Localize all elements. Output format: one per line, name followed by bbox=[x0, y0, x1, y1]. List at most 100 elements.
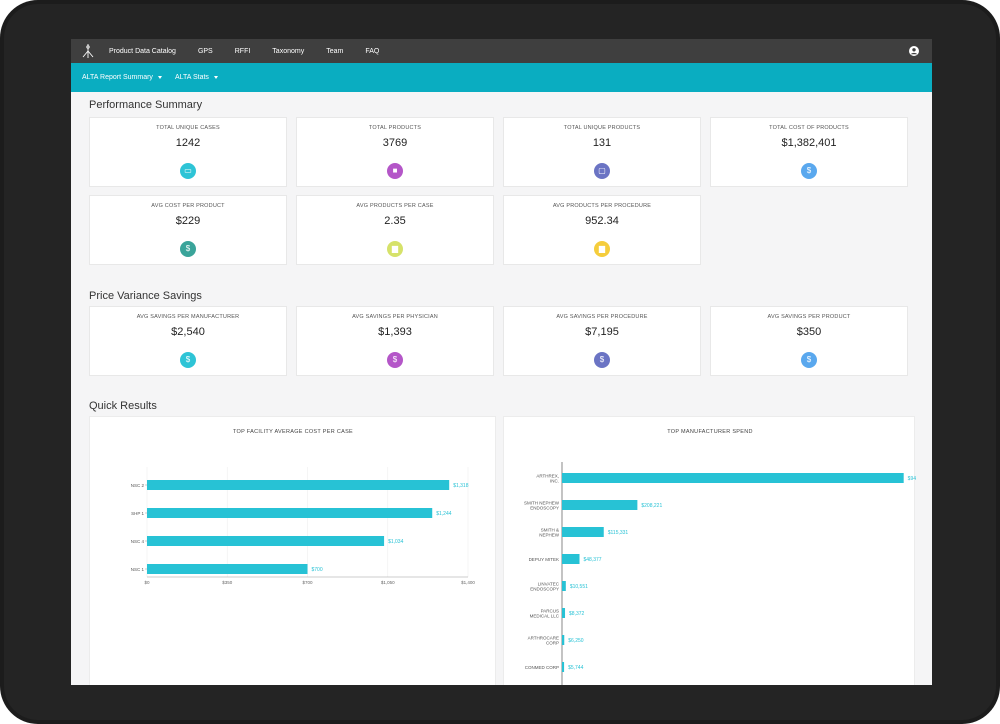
stat-card: AVG PRODUCTS PER PROCEDURE 952.34 ▆ bbox=[503, 195, 701, 265]
top-navbar: Product Data Catalog GPS RFFI Taxonomy T… bbox=[71, 39, 932, 63]
stat-card-label: AVG SAVINGS PER MANUFACTURER bbox=[136, 314, 240, 320]
category-label: CONMED CORP bbox=[525, 665, 559, 670]
bar[interactable] bbox=[562, 554, 580, 564]
stat-card-value: $1,393 bbox=[378, 326, 412, 338]
bar[interactable] bbox=[562, 581, 566, 591]
bar-value-label: $10,551 bbox=[570, 584, 588, 590]
dollar-icon: $ bbox=[801, 352, 817, 368]
bar[interactable] bbox=[562, 500, 638, 510]
bar[interactable] bbox=[562, 527, 604, 537]
stat-card-label: AVG COST PER PRODUCT bbox=[151, 203, 225, 209]
x-tick-label: $1,400 bbox=[461, 580, 475, 585]
stat-card-label: AVG PRODUCTS PER CASE bbox=[356, 203, 434, 209]
nav-team[interactable]: Team bbox=[326, 47, 344, 55]
category-label: NSC 4 bbox=[131, 539, 145, 544]
bar[interactable] bbox=[147, 480, 450, 490]
dollar-icon: $ bbox=[180, 241, 196, 257]
x-tick-label: $0 bbox=[144, 580, 150, 585]
chevron-down-icon bbox=[213, 76, 218, 79]
app-logo-icon[interactable] bbox=[81, 43, 95, 59]
stat-card-value: 3769 bbox=[382, 137, 408, 149]
alta-report-summary-label: ALTA Report Summary bbox=[82, 74, 153, 81]
stat-card-value: $2,540 bbox=[171, 326, 205, 338]
bar-chart-icon: ▆ bbox=[387, 241, 403, 257]
stat-card-label: TOTAL COST OF PRODUCTS bbox=[769, 125, 849, 131]
stat-card: AVG SAVINGS PER PRODUCT $350 $ bbox=[710, 306, 908, 376]
performance-summary-title: Performance Summary bbox=[89, 99, 203, 111]
bar-value-label: $115,331 bbox=[608, 530, 629, 536]
stat-card-label: TOTAL PRODUCTS bbox=[368, 125, 422, 131]
app-screen: Product Data Catalog GPS RFFI Taxonomy T… bbox=[71, 39, 932, 685]
stat-card-label: TOTAL UNIQUE CASES bbox=[156, 125, 220, 131]
stat-card: AVG SAVINGS PER PHYSICIAN $1,393 $ bbox=[296, 306, 494, 376]
stat-card-value: $350 bbox=[796, 326, 822, 338]
bar[interactable] bbox=[562, 635, 565, 645]
quick-results-title: Quick Results bbox=[89, 400, 157, 412]
nav-rffi[interactable]: RFFI bbox=[234, 47, 251, 55]
nav-product-data-catalog[interactable]: Product Data Catalog bbox=[109, 47, 176, 55]
stat-card-label: AVG PRODUCTS PER PROCEDURE bbox=[552, 203, 652, 209]
bar[interactable] bbox=[562, 608, 566, 618]
category-label: NSC 2 bbox=[131, 483, 145, 488]
stat-card-value: $7,195 bbox=[585, 326, 619, 338]
stat-card-label: AVG SAVINGS PER PRODUCT bbox=[767, 314, 851, 320]
chart-title: TOP MANUFACTURER SPEND bbox=[667, 429, 753, 435]
bar-value-label: $1,244 bbox=[436, 511, 452, 517]
bar-value-label: $700 bbox=[312, 567, 323, 573]
bar-value-label: $6,250 bbox=[568, 638, 584, 644]
stat-card-value: $229 bbox=[175, 215, 201, 227]
nav-taxonomy[interactable]: Taxonomy bbox=[272, 47, 305, 55]
bar[interactable] bbox=[562, 662, 565, 672]
category-label: SMITH NEPHEW ENDOSCOPY bbox=[524, 500, 560, 510]
price-variance-savings-title: Price Variance Savings bbox=[89, 290, 202, 302]
x-tick-label: $1,050 bbox=[381, 580, 395, 585]
category-label: PARCUS MEDICAL LLC bbox=[530, 608, 560, 618]
bar-value-label: $48,377 bbox=[584, 557, 602, 563]
dollar-icon: $ bbox=[180, 352, 196, 368]
bar-value-label: $943,875 bbox=[908, 476, 916, 482]
dollar-icon: $ bbox=[801, 163, 817, 179]
stat-card: TOTAL COST OF PRODUCTS $1,382,401 $ bbox=[710, 117, 908, 187]
chart-title: TOP FACILITY AVERAGE COST PER CASE bbox=[233, 429, 353, 435]
report-subnav: ALTA Report Summary ALTA Stats bbox=[71, 63, 932, 92]
stat-card: AVG SAVINGS PER MANUFACTURER $2,540 $ bbox=[89, 306, 287, 376]
bar[interactable] bbox=[147, 508, 433, 518]
alta-stats-label: ALTA Stats bbox=[174, 74, 209, 81]
stat-card-value: 2.35 bbox=[384, 215, 406, 227]
bar-value-label: $8,372 bbox=[569, 611, 585, 617]
chevron-down-icon bbox=[157, 76, 162, 79]
alta-stats-dropdown[interactable]: ALTA Stats bbox=[175, 74, 218, 81]
stat-card-label: AVG SAVINGS PER PHYSICIAN bbox=[352, 314, 438, 320]
box-icon: ■ bbox=[387, 163, 403, 179]
stat-card: TOTAL PRODUCTS 3769 ■ bbox=[296, 117, 494, 187]
bar[interactable] bbox=[147, 536, 385, 546]
stat-card-label: TOTAL UNIQUE PRODUCTS bbox=[563, 125, 641, 131]
bar[interactable] bbox=[147, 564, 308, 574]
bar-value-label: $5,744 bbox=[568, 665, 584, 671]
bar-value-label: $208,221 bbox=[641, 503, 662, 509]
alta-report-summary-dropdown[interactable]: ALTA Report Summary bbox=[82, 74, 162, 81]
dashboard-content: Performance Summary TOTAL UNIQUE CASES 12… bbox=[71, 92, 932, 685]
bar-chart-icon: ▆ bbox=[594, 241, 610, 257]
folder-icon: ▭ bbox=[180, 163, 196, 179]
bar-value-label: $1,034 bbox=[388, 539, 404, 545]
nav-gps[interactable]: GPS bbox=[197, 47, 213, 55]
user-account-icon[interactable] bbox=[909, 46, 919, 56]
stat-card-label: AVG SAVINGS PER PROCEDURE bbox=[556, 314, 648, 320]
x-tick-label: $700 bbox=[302, 580, 313, 585]
category-label: SMITH & NEPHEW bbox=[539, 527, 560, 537]
bar[interactable] bbox=[562, 473, 904, 483]
stat-card-value: 131 bbox=[592, 137, 612, 149]
x-tick-label: $350 bbox=[222, 580, 233, 585]
stat-card-value: 952.34 bbox=[585, 215, 619, 227]
dollar-icon: $ bbox=[387, 352, 403, 368]
stat-card: TOTAL UNIQUE PRODUCTS 131 ▢ bbox=[503, 117, 701, 187]
facility-cost-bar-chart: TOP FACILITY AVERAGE COST PER CASE $0 $350… bbox=[131, 429, 476, 585]
category-label: ARTHREX, INC. bbox=[536, 473, 559, 483]
stat-card-value: 1242 bbox=[175, 137, 201, 149]
nav-faq[interactable]: FAQ bbox=[365, 47, 380, 55]
stat-card-value: $1,382,401 bbox=[781, 137, 837, 149]
category-label: LINVATEC ENDOSCOPY bbox=[530, 581, 560, 591]
nav-links: Product Data Catalog GPS RFFI Taxonomy T… bbox=[109, 39, 401, 63]
tag-icon: ▢ bbox=[594, 163, 610, 179]
